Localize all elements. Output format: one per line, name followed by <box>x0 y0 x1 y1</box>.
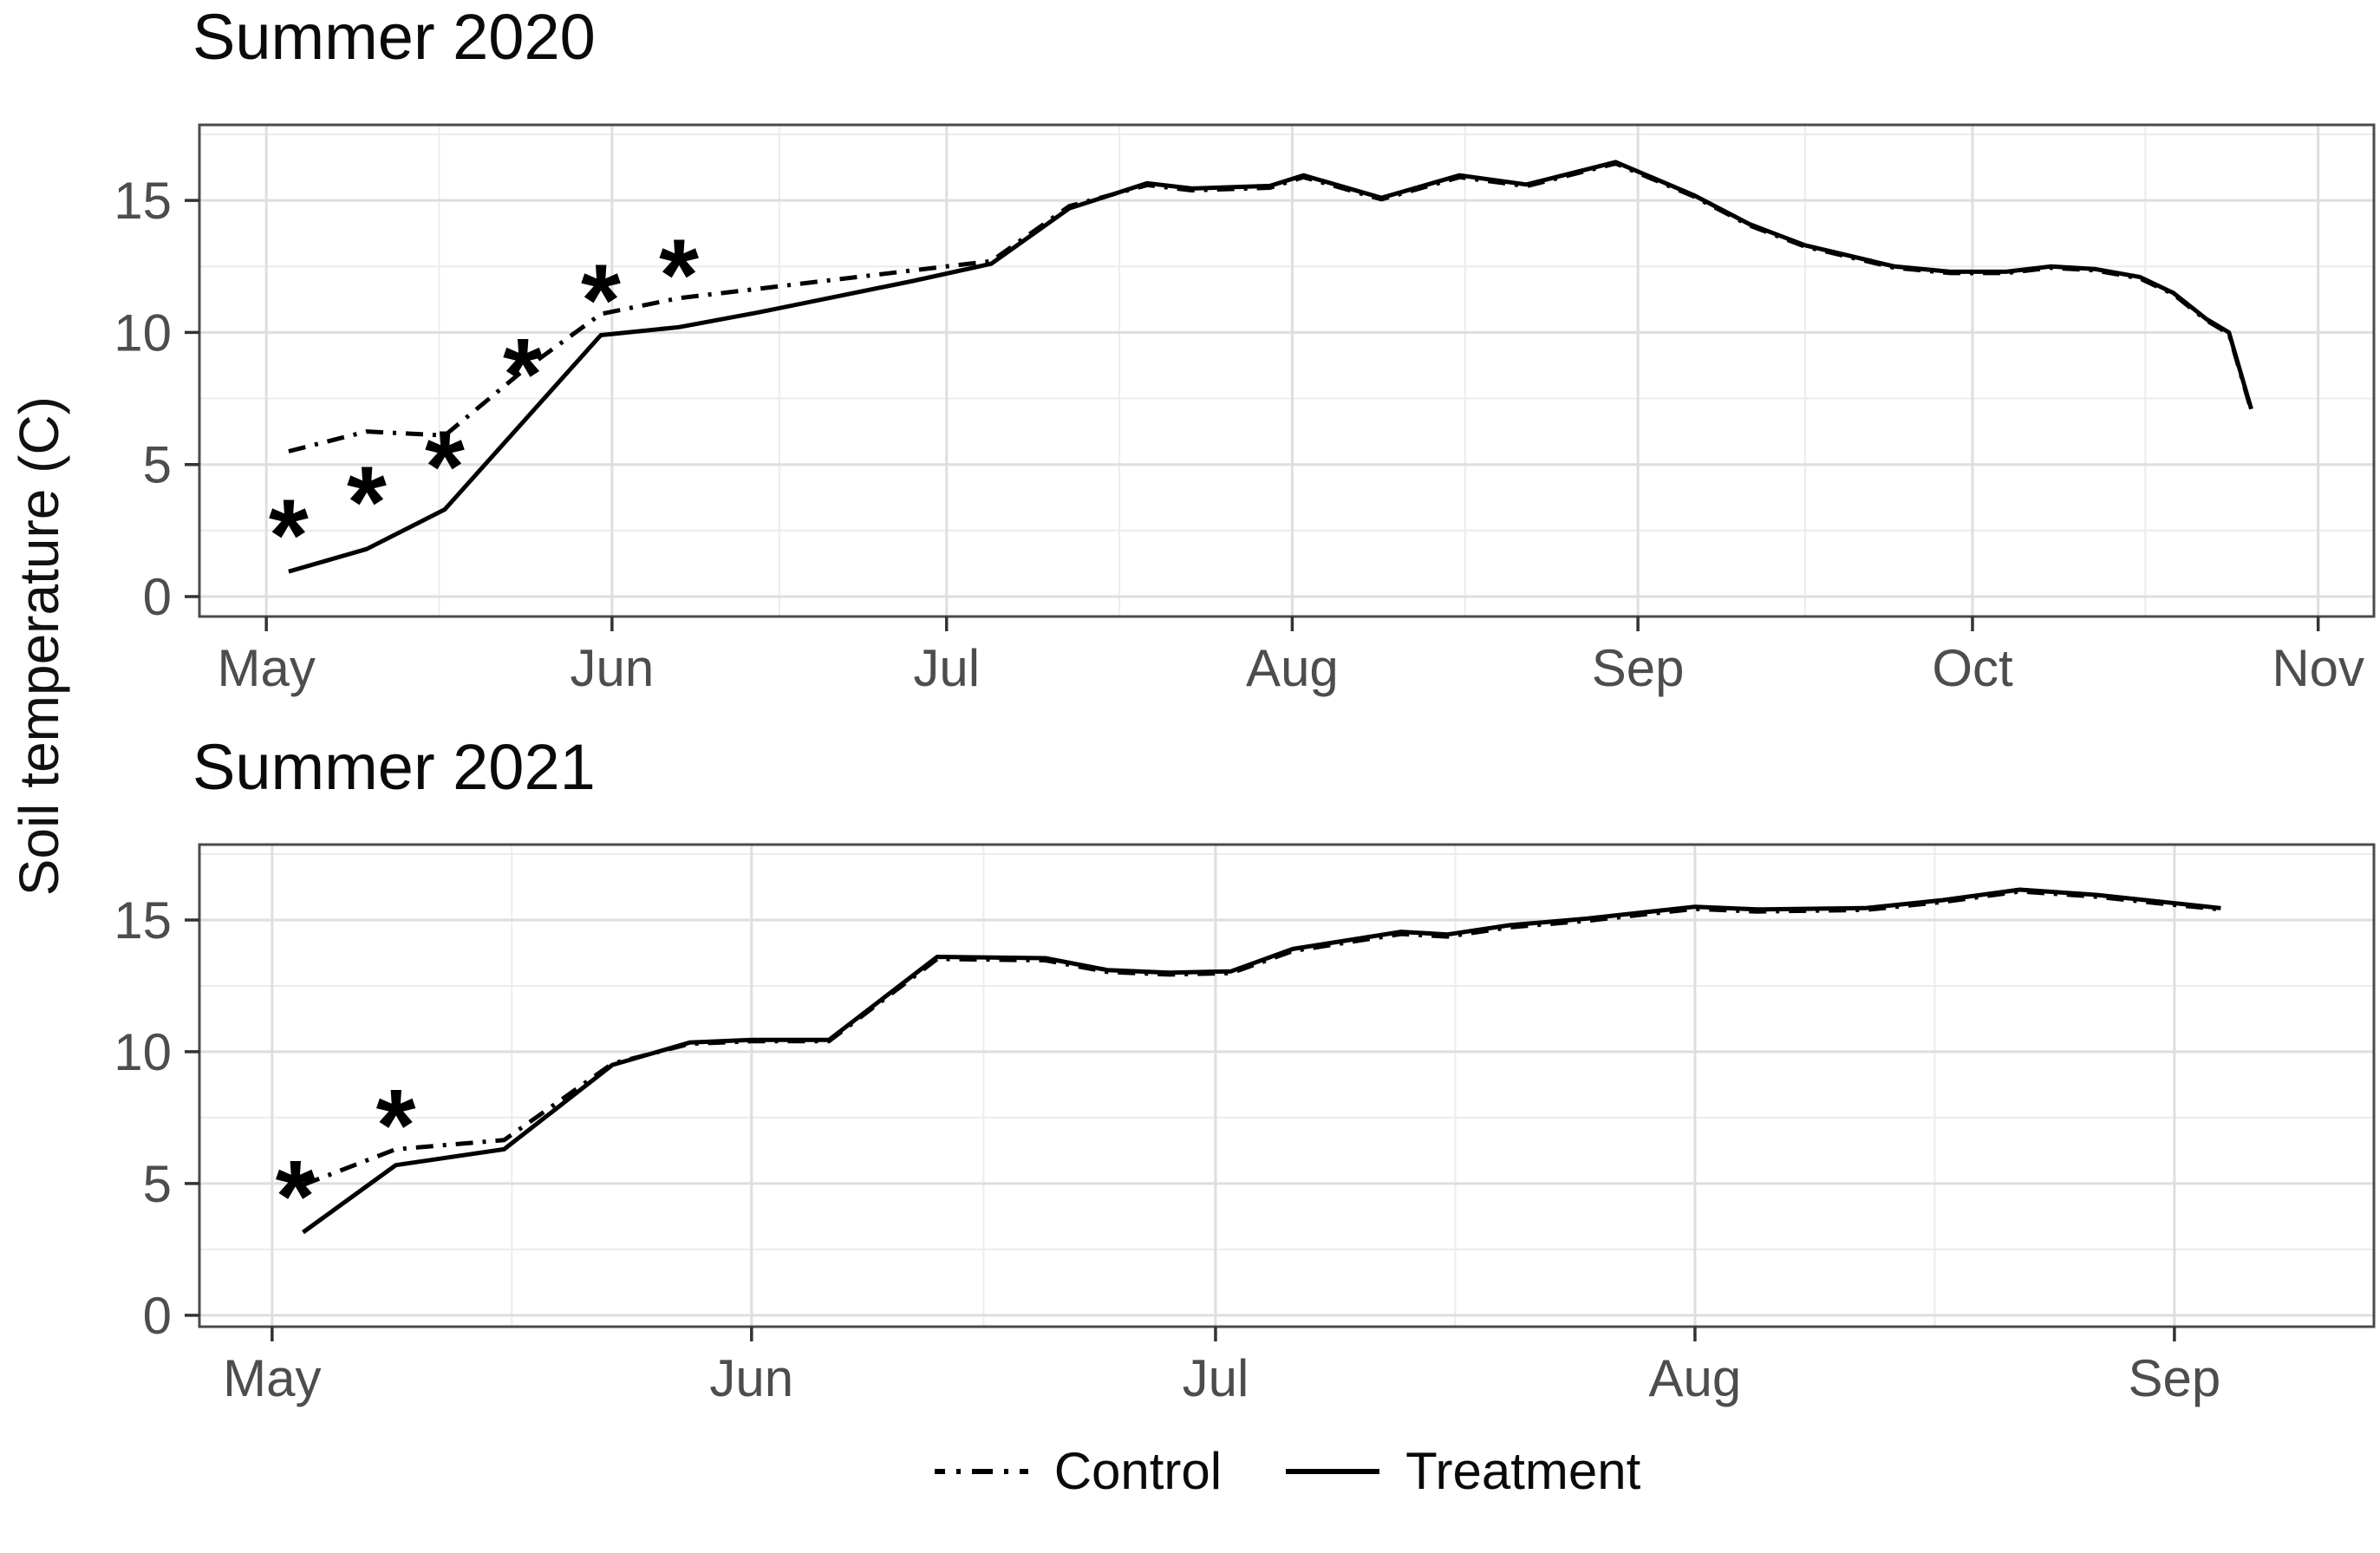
x-axis-tick-label: Jul <box>1183 1349 1249 1407</box>
x-axis-tick-label: Sep <box>1592 639 1685 697</box>
y-axis-tick-label: 10 <box>114 1023 172 1081</box>
control-dashdot-line-key-icon <box>934 1468 1028 1474</box>
y-axis-label-wrap: Soil temperature (C) <box>7 0 71 1292</box>
significance-asterisk: * <box>376 1068 416 1183</box>
y-axis-tick-label: 10 <box>114 303 172 362</box>
legend-item-treatment: Treatment <box>1284 1441 1640 1501</box>
control-line <box>288 161 2253 454</box>
x-axis-tick-label: Jul <box>913 639 980 697</box>
significance-asterisk: * <box>347 446 387 560</box>
treatment-line <box>288 160 2253 574</box>
y-axis-tick-label: 5 <box>143 436 172 494</box>
y-axis-tick-label: 15 <box>114 891 172 949</box>
x-axis-tick-label: Sep <box>2129 1349 2221 1407</box>
legend-label-control: Control <box>1053 1442 1223 1500</box>
panel-title-summer-2020: Summer 2020 <box>192 1 596 73</box>
x-axis-tick-label: Nov <box>2272 639 2364 697</box>
legend-item-control: Control <box>933 1441 1222 1501</box>
panel-title-summer-2021: Summer 2021 <box>192 731 596 803</box>
x-axis-tick-label: May <box>217 639 315 697</box>
legend: Control Treatment <box>199 1441 2374 1501</box>
panel-border <box>198 843 2376 1328</box>
y-axis-tick-label: 0 <box>143 1287 172 1345</box>
legend-label-treatment: Treatment <box>1405 1442 1641 1500</box>
x-axis-tick-label: May <box>223 1349 321 1407</box>
x-axis-tick-label: Oct <box>1932 639 2013 697</box>
panel-summer-2021: May Jun Jul Aug Sep 0 5 10 15 * * <box>114 843 2376 1407</box>
x-axis-tick-label: Aug <box>1246 639 1339 697</box>
significance-asterisk: * <box>659 219 699 333</box>
significance-asterisk: * <box>276 1139 316 1254</box>
panel-summer-2020: May Jun Jul Aug Sep Oct Nov 0 5 10 15 * * * * * * <box>114 123 2376 697</box>
x-axis-tick-label: Aug <box>1649 1349 1742 1407</box>
panel-border <box>198 123 2376 618</box>
y-axis-tick-label: 5 <box>143 1155 172 1213</box>
significance-asterisk: * <box>269 479 309 593</box>
control-line <box>302 889 2221 1187</box>
x-axis-tick-label: Jun <box>571 639 655 697</box>
x-axis-tick-label: Jun <box>709 1349 793 1407</box>
y-axis-tick-label: 0 <box>143 568 172 626</box>
significance-asterisk: * <box>425 409 465 524</box>
y-axis-label: Soil temperature (C) <box>8 395 70 897</box>
treatment-line <box>302 887 2221 1235</box>
significance-asterisk: * <box>503 317 543 432</box>
y-axis-tick-label: 15 <box>114 172 172 230</box>
treatment-solid-line-key-icon <box>1286 1468 1380 1474</box>
significance-asterisk: * <box>581 244 621 358</box>
